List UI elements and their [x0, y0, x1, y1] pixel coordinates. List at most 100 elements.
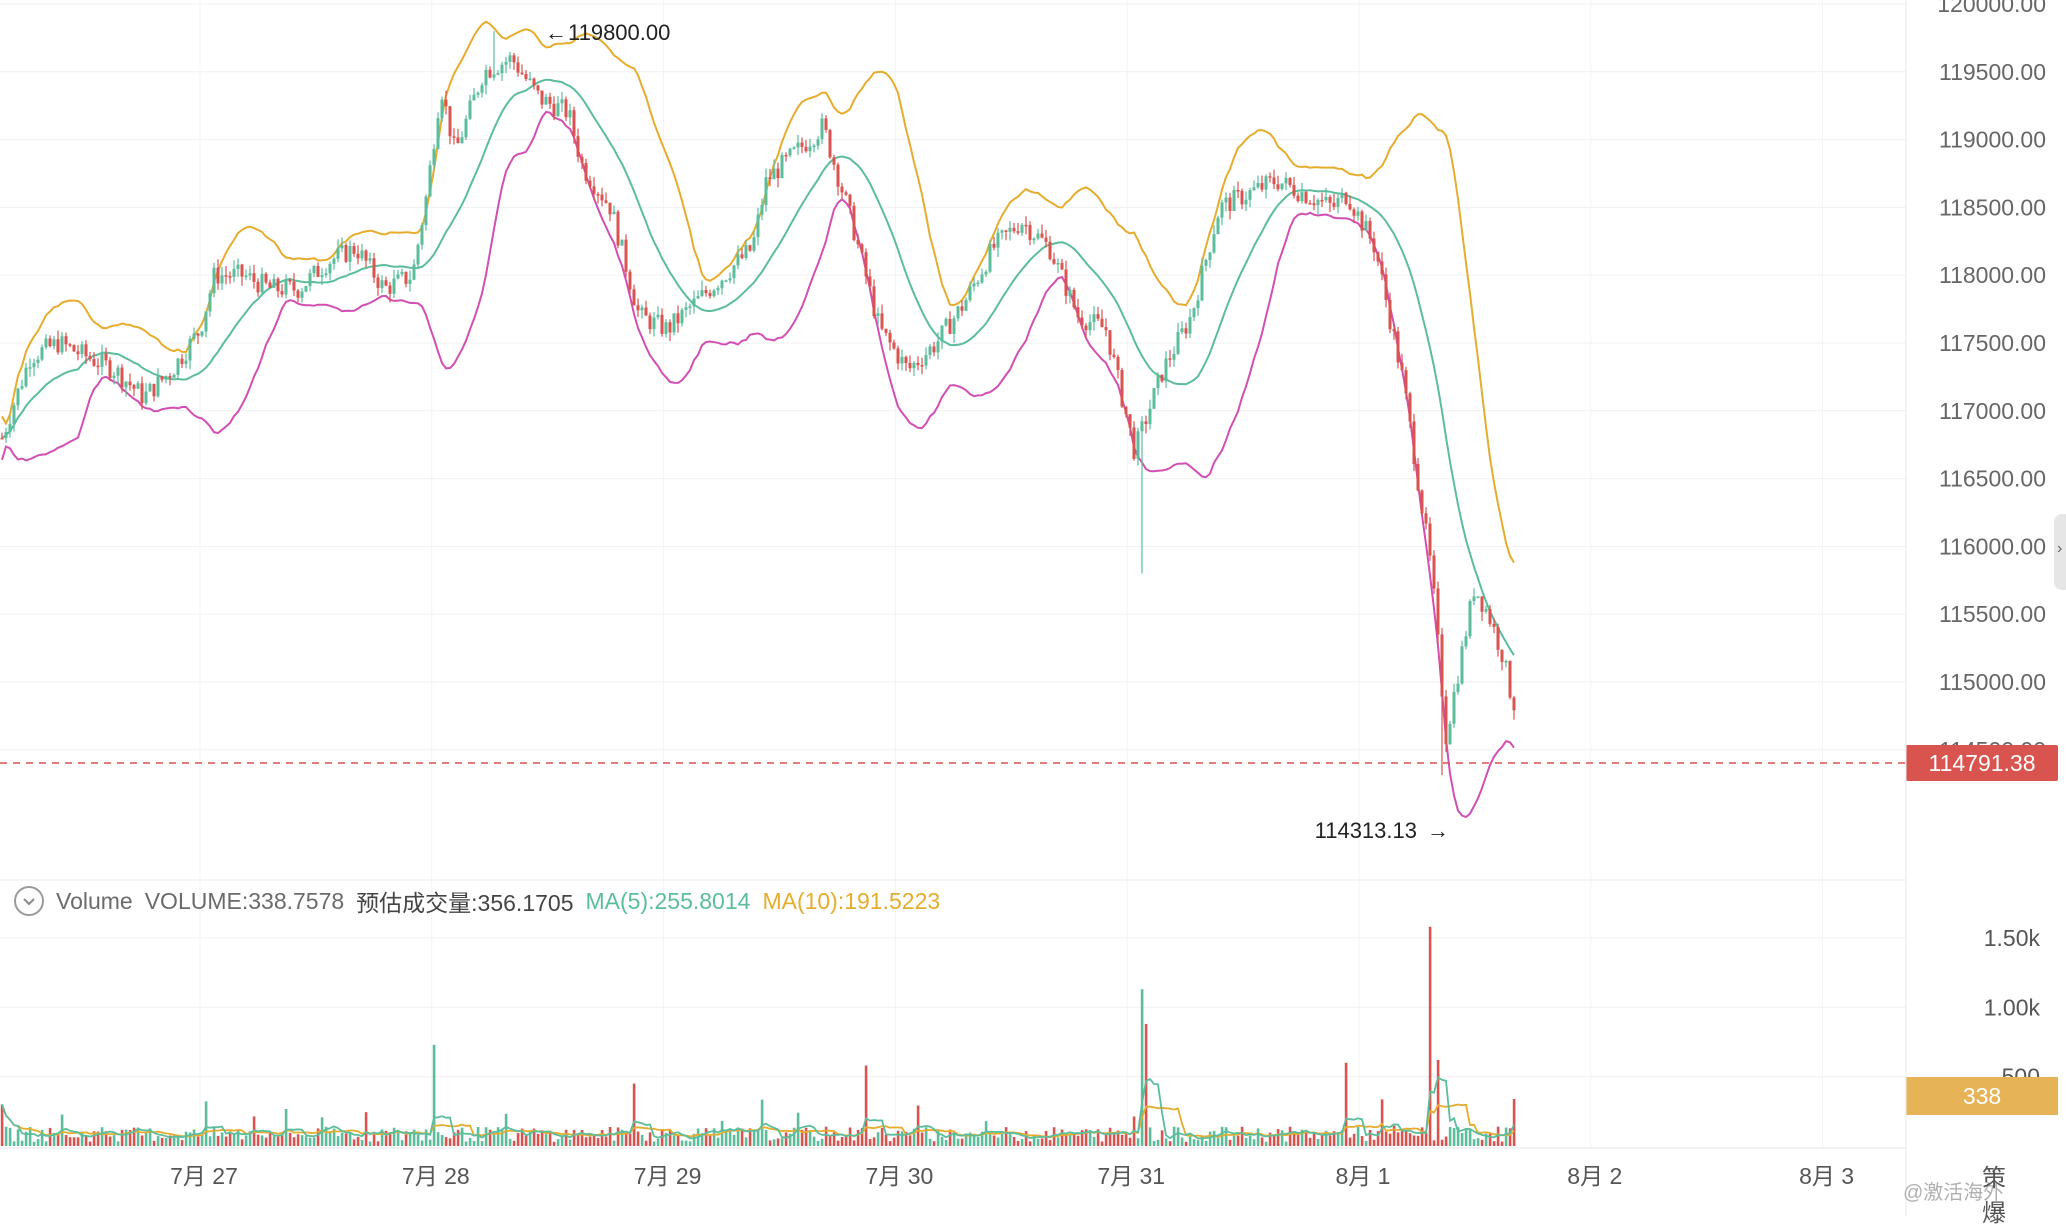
volume-bar: [616, 1127, 620, 1146]
low-annotation-label: 114313.13: [1315, 818, 1417, 843]
collapse-toggle-icon[interactable]: [14, 886, 44, 916]
candle-body: [896, 348, 900, 364]
candle-body: [640, 307, 644, 311]
candle-body: [1144, 421, 1148, 425]
candle-body: [1424, 513, 1428, 524]
candle-body: [588, 180, 592, 187]
candle-body: [760, 204, 764, 215]
volume-bar: [1488, 1133, 1492, 1146]
candle-body: [460, 137, 464, 144]
volume-bar: [512, 1140, 516, 1146]
candle-body: [1076, 307, 1080, 318]
candle-body: [228, 276, 232, 278]
volume-bar: [1024, 1131, 1028, 1146]
volume-bar: [776, 1138, 780, 1146]
volume-bar: [860, 1128, 864, 1146]
candle-body: [172, 374, 176, 378]
candle-body: [208, 293, 212, 312]
candle-body: [768, 177, 772, 180]
volume-bar: [708, 1135, 712, 1146]
candle-body: [696, 296, 700, 299]
candle-body: [1124, 406, 1128, 415]
volume-bar: [1420, 1127, 1424, 1146]
candle-body: [1376, 252, 1380, 262]
time-tick: 8月 1: [1336, 1163, 1391, 1189]
candle-body: [968, 286, 972, 301]
candle-body: [316, 265, 320, 277]
candle-body: [1412, 421, 1416, 465]
candle-body: [16, 388, 20, 406]
volume-bar: [760, 1099, 764, 1146]
candle-body: [396, 274, 400, 279]
volume-bar: [204, 1101, 208, 1146]
volume-bar: [780, 1138, 784, 1146]
volume-bar: [832, 1132, 836, 1146]
candle-body: [560, 99, 564, 104]
volume-bar: [1392, 1125, 1396, 1146]
volume-bar: [172, 1135, 176, 1146]
candle-body: [148, 383, 152, 392]
volume-bar: [132, 1127, 136, 1146]
candle-body: [540, 90, 544, 105]
volume-bar: [104, 1131, 108, 1146]
corner-label: 策 爆: [1982, 1165, 2018, 1227]
volume-bar: [284, 1108, 288, 1146]
volume-bar: [68, 1137, 72, 1146]
candle-body: [616, 211, 620, 246]
candle-body: [1128, 414, 1132, 428]
volume-bar: [208, 1136, 212, 1146]
volume-bar: [1088, 1130, 1092, 1146]
volume-bar: [972, 1135, 976, 1146]
volume-bar: [1180, 1137, 1184, 1146]
volume-bar: [296, 1134, 300, 1146]
volume-bar: [608, 1126, 612, 1146]
candle-body: [548, 96, 552, 104]
volume-bar: [1176, 1127, 1180, 1146]
volume-bar: [960, 1138, 964, 1146]
price-tick: 118000.00: [1939, 262, 2046, 288]
candle-body: [468, 100, 472, 119]
volume-bar: [1040, 1138, 1044, 1146]
candle-body: [1196, 300, 1200, 309]
volume-bar: [1224, 1127, 1228, 1146]
candle-body: [1452, 691, 1456, 724]
candle-body: [580, 156, 584, 164]
candle-body: [1204, 259, 1208, 266]
candle-body: [596, 194, 600, 196]
candle-body: [1160, 374, 1164, 382]
candle-body: [724, 280, 728, 282]
candle-body: [496, 73, 500, 75]
candle-body: [1280, 183, 1284, 190]
candle-body: [1016, 231, 1020, 233]
candle-body: [404, 271, 408, 284]
volume-bar: [516, 1133, 520, 1146]
volume-bar: [1268, 1132, 1272, 1146]
candle-body: [240, 264, 244, 277]
volume-bar: [856, 1129, 860, 1146]
volume-bar: [1484, 1133, 1488, 1146]
volume-bar: [812, 1136, 816, 1146]
candle-body: [1288, 177, 1292, 185]
candle-body: [1036, 233, 1040, 239]
volume-bar: [52, 1132, 56, 1146]
volume-bar: [768, 1140, 772, 1146]
grid-lines: [0, 0, 1906, 1148]
scroll-right-handle[interactable]: ›: [2054, 514, 2066, 590]
candle-body: [900, 356, 904, 364]
candle-body: [32, 363, 36, 368]
candle-body: [992, 243, 996, 248]
volume-bar: [532, 1128, 536, 1146]
volume-bar: [1028, 1141, 1032, 1146]
volume-bar: [612, 1140, 616, 1146]
candle-body: [880, 313, 884, 329]
volume-bar: [1348, 1137, 1352, 1146]
time-tick: 7月 29: [634, 1163, 702, 1189]
volume-bar: [80, 1131, 84, 1146]
volume-bar: [884, 1134, 888, 1146]
volume-bar: [548, 1130, 552, 1146]
candle-body: [1140, 421, 1144, 432]
candle-body: [656, 314, 660, 318]
volume-bar: [228, 1131, 232, 1146]
candle-body: [652, 317, 656, 330]
volume-bar: [1248, 1135, 1252, 1146]
